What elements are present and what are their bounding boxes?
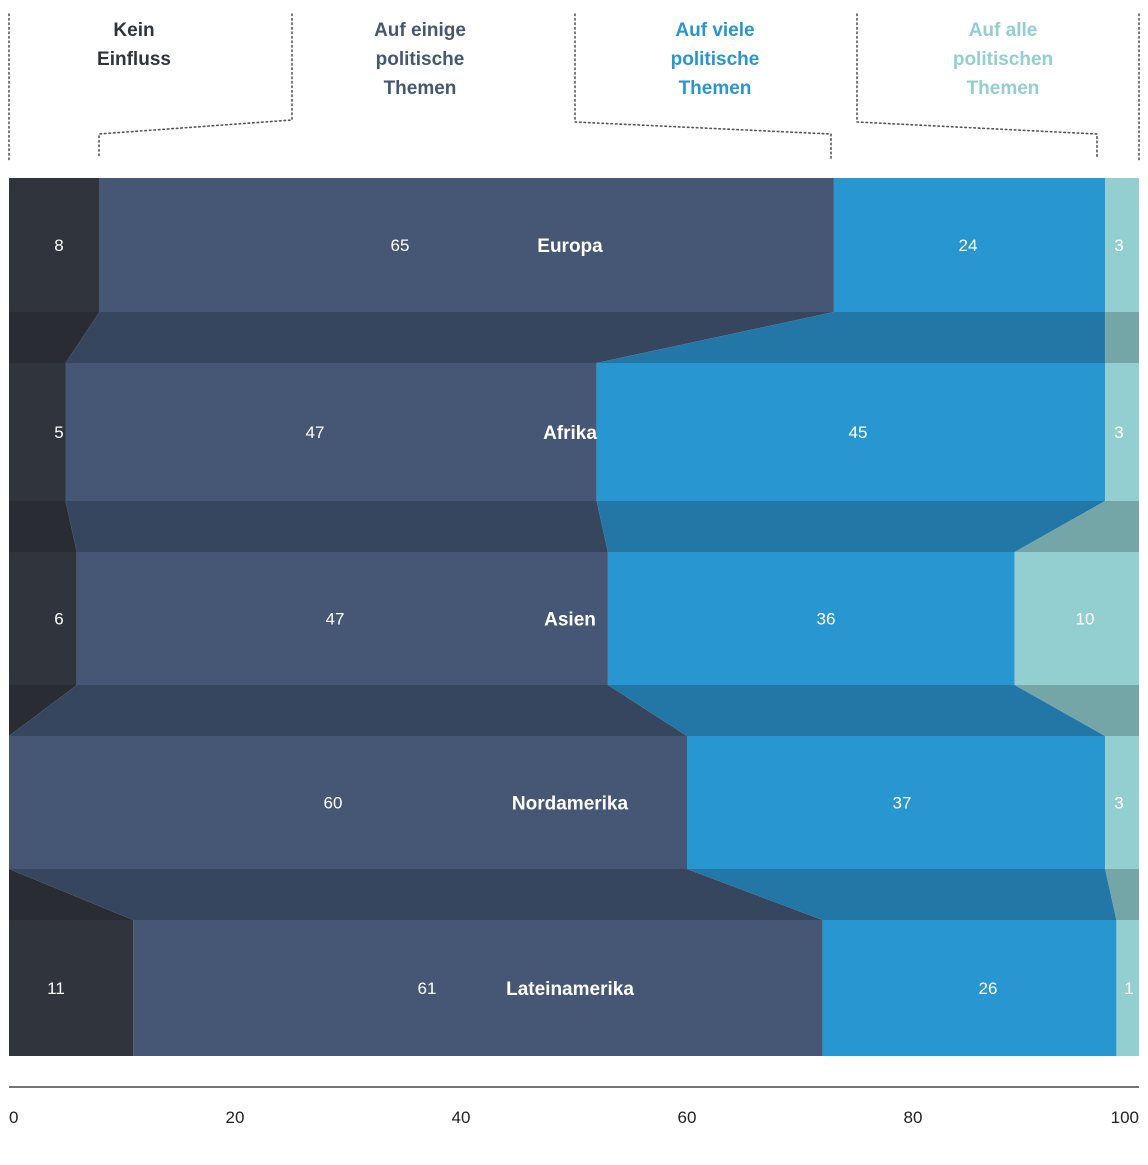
region-label-nordamerika: Nordamerika [512, 794, 629, 815]
value-label-asien-auf-einige-politische-themen: 47 [326, 610, 345, 629]
connector-afrika-auf-alle-politischen-themen [1014, 501, 1139, 552]
region-label-afrika: Afrika [543, 423, 597, 444]
header-auf-alle-politischen-themen: Auf alle politischen Themen [953, 20, 1053, 99]
x-tick-0: 0 [9, 1108, 18, 1127]
connector-europa-auf-einige-politische-themen [65, 312, 834, 363]
bar-nordamerika-auf-viele-politische-themen [687, 736, 1106, 869]
bar-lateinamerika-auf-viele-politische-themen [822, 920, 1117, 1056]
bar-nordamerika-auf-einige-politische-themen [9, 736, 687, 869]
value-label-europa-auf-alle-politischen-themen: 3 [1114, 236, 1123, 255]
bar-segments: 8 65 24 3 Europa 5 47 45 3 Afrika 6 47 36 10 Asien 60 37… [9, 178, 1139, 1056]
value-label-asien-kein-einfluss: 6 [54, 610, 63, 629]
x-axis: 0 20 40 60 80 100 [9, 1086, 1139, 1127]
bar-afrika-auf-alle-politischen-themen [1105, 363, 1139, 501]
value-label-asien-auf-viele-politische-themen: 36 [817, 610, 836, 629]
value-label-lateinamerika-kein-einfluss: 11 [47, 979, 65, 998]
connector-europa-auf-alle-politischen-themen [1105, 312, 1139, 363]
bar-asien-kein-einfluss [9, 552, 77, 685]
value-label-nordamerika-auf-alle-politischen-themen: 3 [1114, 794, 1123, 813]
value-label-afrika-auf-einige-politische-themen: 47 [306, 423, 325, 442]
value-label-europa-auf-viele-politische-themen: 24 [959, 236, 978, 255]
bar-asien-auf-viele-politische-themen [607, 552, 1015, 685]
x-tick-80: 80 [904, 1108, 923, 1127]
separator-kein-einige [98, 13, 293, 159]
x-tick-100: 100 [1111, 1108, 1139, 1127]
header-auf-einige-politische-themen: Auf einige politische Themen [374, 20, 466, 99]
bar-europa-auf-einige-politische-themen [99, 178, 834, 312]
value-label-asien-auf-alle-politischen-themen: 10 [1076, 610, 1095, 629]
separator-viele-alle [856, 13, 1098, 159]
bar-asien-auf-alle-politischen-themen [1014, 552, 1139, 685]
x-tick-60: 60 [678, 1108, 697, 1127]
region-label-europa: Europa [537, 236, 603, 257]
bar-afrika-auf-viele-politische-themen [596, 363, 1106, 501]
bar-lateinamerika-kein-einfluss [9, 920, 134, 1056]
value-label-nordamerika-auf-viele-politische-themen: 37 [893, 794, 912, 813]
value-label-nordamerika-auf-einige-politische-themen: 60 [324, 794, 343, 813]
bar-asien-auf-einige-politische-themen [76, 552, 608, 685]
bar-lateinamerika-auf-einige-politische-themen [133, 920, 823, 1056]
connector-europa-auf-viele-politische-themen [596, 312, 1106, 363]
separator-einige-viele [574, 13, 832, 159]
x-tick-40: 40 [452, 1108, 471, 1127]
region-label-asien: Asien [544, 610, 596, 631]
value-label-afrika-kein-einfluss: 5 [54, 423, 63, 442]
x-tick-20: 20 [226, 1108, 245, 1127]
value-label-afrika-auf-alle-politischen-themen: 3 [1114, 423, 1123, 442]
value-label-europa-kein-einfluss: 8 [54, 236, 63, 255]
bar-afrika-auf-einige-politische-themen [65, 363, 597, 501]
header-kein-einfluss: Kein Einfluss [97, 20, 171, 70]
connector-nordamerika-auf-einige-politische-themen [9, 869, 823, 920]
bar-nordamerika-auf-alle-politischen-themen [1105, 736, 1139, 869]
value-label-lateinamerika-auf-alle-politischen-themen: 1 [1124, 979, 1133, 998]
bar-europa-kein-einfluss [9, 178, 100, 312]
value-label-afrika-auf-viele-politische-themen: 45 [849, 423, 868, 442]
connector-europa-kein-einfluss [9, 312, 100, 363]
connector-afrika-auf-einige-politische-themen [65, 501, 608, 552]
connector-nordamerika-auf-viele-politische-themen [687, 869, 1117, 920]
connector-bands [9, 312, 1139, 920]
value-label-lateinamerika-auf-viele-politische-themen: 26 [979, 979, 998, 998]
bar-europa-auf-alle-politischen-themen [1105, 178, 1139, 312]
value-label-lateinamerika-auf-einige-politische-themen: 61 [418, 979, 437, 998]
bar-europa-auf-viele-politische-themen [833, 178, 1106, 312]
header-auf-viele-politische-themen: Auf viele politische Themen [671, 20, 760, 99]
category-headers: Kein Einfluss Auf einige politische Themen Au… [8, 13, 1140, 161]
connector-nordamerika-auf-alle-politischen-themen [1105, 869, 1139, 920]
bar-afrika-kein-einfluss [9, 363, 66, 501]
connector-asien-auf-alle-politischen-themen [1014, 685, 1139, 736]
bar-lateinamerika-auf-alle-politischen-themen [1116, 920, 1139, 1056]
connector-asien-auf-viele-politische-themen [607, 685, 1106, 736]
connector-afrika-auf-viele-politische-themen [596, 501, 1106, 552]
region-label-lateinamerika: Lateinamerika [506, 979, 634, 1000]
value-label-europa-auf-einige-politische-themen: 65 [391, 236, 410, 255]
connector-afrika-kein-einfluss [9, 501, 77, 552]
connector-asien-auf-einige-politische-themen [9, 685, 687, 736]
